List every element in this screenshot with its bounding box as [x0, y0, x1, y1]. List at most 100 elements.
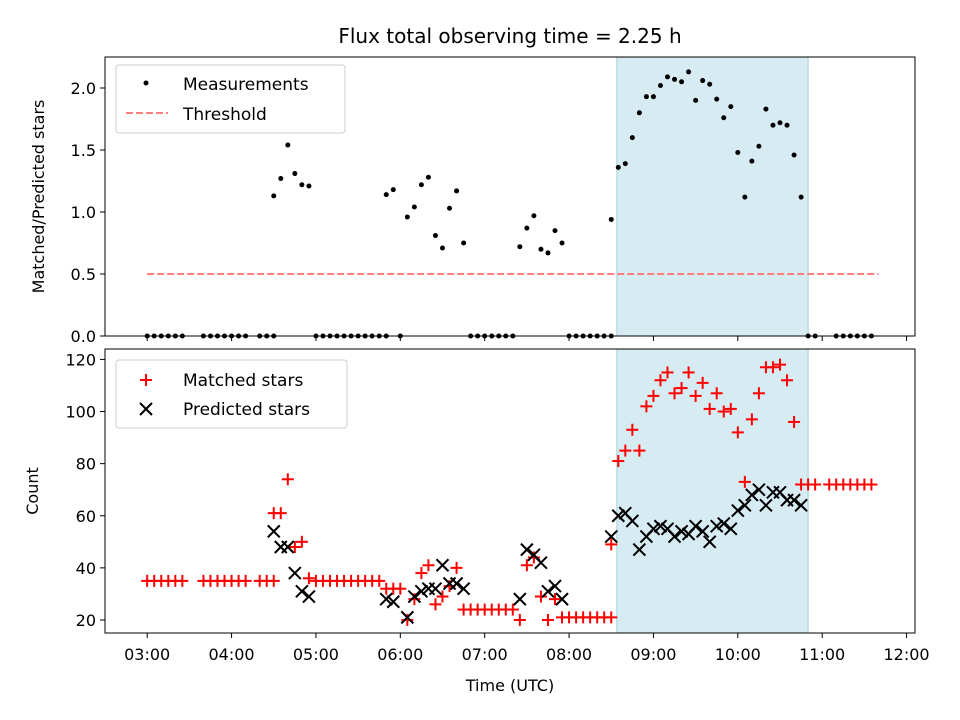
x-tick-label: 09:00 [630, 645, 676, 664]
predicted-star-point [752, 482, 766, 497]
predicted-stars-series [267, 482, 808, 625]
measurement-point [411, 204, 417, 210]
bottom-y-axis-label: Count [23, 467, 42, 515]
measurement-point [285, 142, 291, 148]
measurement-point [777, 120, 783, 126]
matched-star-point [605, 611, 618, 624]
matched-star-point [176, 574, 189, 587]
matched-star-point [520, 559, 533, 572]
top-legend-box [115, 64, 346, 134]
measurement-point [742, 194, 748, 200]
bottom-y-tick-label: 20 [76, 611, 96, 630]
x-tick-label: 12:00 [884, 645, 930, 664]
predicted-star-point [759, 498, 773, 513]
bottom-y-tick-label: 120 [65, 350, 96, 369]
predicted-star-point [513, 592, 527, 606]
predicted-star-point [717, 516, 731, 531]
bottom-y-tick-label: 40 [76, 559, 96, 578]
measurement-point [770, 122, 776, 128]
x-tick-label: 10:00 [715, 645, 761, 664]
predicted-star-point [414, 584, 429, 599]
legend-predicted-stars-label: Predicted stars [183, 400, 310, 420]
x-tick-label: 08:00 [546, 645, 592, 664]
matched-star-point [661, 366, 674, 379]
bottom-y-tick-label: 100 [65, 403, 96, 422]
predicted-star-point [604, 529, 618, 544]
matched-star-point [619, 444, 632, 457]
measurements-legend-marker [143, 80, 149, 86]
measurement-point [383, 192, 389, 198]
measurement-point [749, 158, 755, 164]
measurement-point [735, 149, 741, 155]
measurement-point [791, 152, 797, 158]
matched-star-point [394, 582, 407, 595]
predicted-star-point [632, 542, 647, 557]
matched-star-point [288, 541, 301, 554]
matched-star-point [752, 387, 765, 400]
matched-star-point [541, 613, 554, 626]
bottom-panel: 20 40 60 80 100 120 03:00 04:00 05:00 06:00 07:00… [23, 348, 930, 695]
x-tick-label: 07:00 [462, 645, 508, 664]
matched-star-point [605, 538, 618, 551]
matched-star-point [654, 374, 667, 387]
predicted-star-point [541, 584, 555, 599]
predicted-star-point [555, 592, 569, 606]
measurement-point [454, 188, 460, 194]
top-y-tick-label: 2.0 [71, 79, 96, 98]
matched-star-point [689, 389, 702, 402]
matched-stars-series [141, 358, 878, 626]
predicted-star-point [674, 524, 689, 539]
predicted-star-point [667, 529, 682, 544]
measurement-point [784, 122, 790, 128]
predicted-star-point [738, 498, 752, 513]
predicted-star-point [400, 610, 415, 625]
measurement-point [559, 240, 565, 246]
observing-window-highlight [616, 56, 809, 337]
bottom-y-tick-label: 60 [76, 507, 96, 526]
top-y-tick-label: 0.5 [71, 265, 96, 284]
measurement-point [390, 187, 396, 193]
x-axis-label: Time (UTC) [465, 676, 554, 695]
bottom-legend: Matched stars Predicted stars [115, 359, 348, 429]
top-legend: Measurements Threshold [115, 64, 346, 134]
measurement-point [650, 94, 656, 100]
predicted-star-point [794, 498, 808, 513]
measurement-point [447, 205, 453, 211]
predicted-star-point [548, 579, 562, 593]
matched-star-point [373, 574, 386, 587]
legend-matched-stars-label: Matched stars [183, 371, 303, 391]
bottom-plot-frame [104, 348, 916, 634]
x-tick-label: 03:00 [124, 645, 170, 664]
x-tick-label: 04:00 [209, 645, 255, 664]
matched-star-point [865, 478, 878, 491]
measurement-point [538, 246, 544, 252]
measurement-point [425, 174, 431, 180]
bottom-y-axis-ticks: 20 40 60 80 100 120 [65, 350, 105, 630]
measurement-point [545, 250, 551, 256]
measurement-point [517, 244, 523, 250]
measurement-point [299, 182, 305, 188]
measurement-point [665, 74, 670, 80]
predicted-star-point [724, 522, 738, 536]
legend-measurements-label: Measurements [183, 75, 309, 95]
measurement-point [636, 110, 642, 116]
matched-star-point [534, 590, 547, 603]
predicted-star-point [695, 524, 710, 539]
predicted-star-point [787, 493, 801, 507]
measurement-point [524, 225, 530, 231]
measurement-point [798, 194, 804, 200]
predicted-star-point [295, 584, 309, 599]
measurement-point [707, 81, 713, 87]
measurement-point [693, 97, 699, 103]
matched-star-point [788, 415, 801, 428]
measurement-point [629, 135, 635, 141]
matched-star-point [675, 382, 688, 395]
measurement-point [608, 216, 614, 222]
matched-star-point [703, 402, 716, 415]
measurement-point [440, 245, 445, 251]
measurement-point [763, 106, 769, 112]
chart-title: Flux total observing time = 2.25 h [338, 24, 681, 48]
x-tick-label: 05:00 [293, 645, 339, 664]
measurement-point [461, 240, 467, 246]
predicted-star-point [449, 576, 464, 591]
